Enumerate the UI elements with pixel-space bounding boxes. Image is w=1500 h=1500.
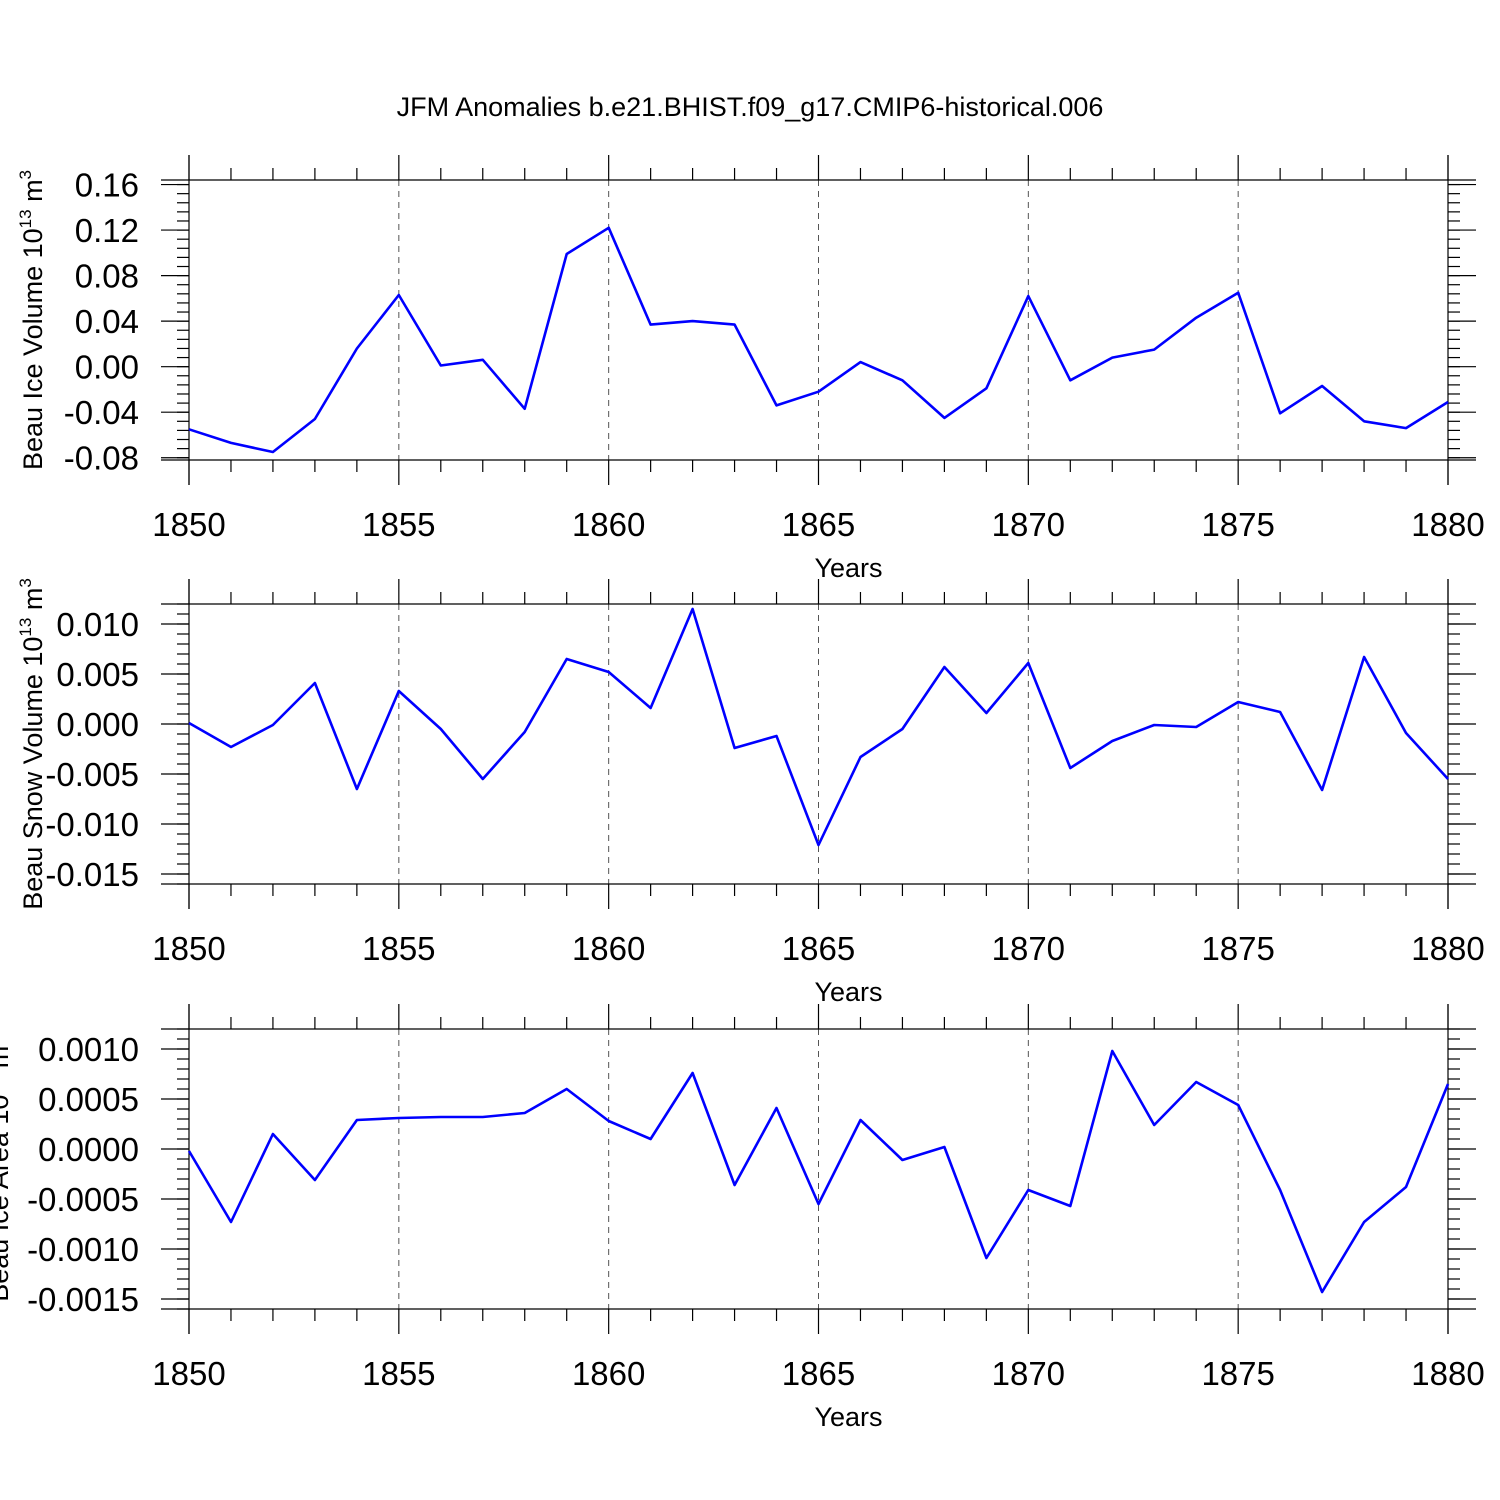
ytick-label: 0.04 [75, 303, 139, 340]
xtick-label: 1860 [572, 930, 645, 967]
xtick-label: 1870 [992, 1355, 1065, 1392]
y-axis-label-unit: m [18, 588, 48, 618]
ytick-label: -0.015 [45, 856, 139, 893]
x-axis-label: Years [814, 553, 882, 583]
chart-panels: -0.08 -0.04 0.00 0.04 0.08 0.12 0.16 1850 1855 18… [0, 155, 1485, 1432]
figure-title: JFM Anomalies b.e21.BHIST.f09_g17.CMIP6-… [397, 92, 1104, 122]
y-axis-label-main: Beau Snow Volume 10 [18, 637, 48, 910]
xtick-label: 1880 [1411, 930, 1484, 967]
chart-snow-volume: -0.015 -0.010 -0.005 0.000 0.005 0.010 1850 185… [16, 578, 1485, 1007]
xtick-label: 1850 [152, 1355, 225, 1392]
chart-ice-volume: -0.08 -0.04 0.00 0.04 0.08 0.12 0.16 1850 1855 18… [16, 155, 1485, 583]
xtick-label: 1875 [1201, 1355, 1274, 1392]
ytick-label: -0.005 [45, 756, 139, 793]
y-axis-label-exp: 13 [0, 1076, 1, 1095]
y-axis-label-unit: m [18, 179, 48, 209]
x-axis-label: Years [814, 1402, 882, 1432]
ytick-label: 0.0000 [38, 1131, 139, 1168]
xtick-label: 1850 [152, 506, 225, 543]
xtick-label: 1880 [1411, 1355, 1484, 1392]
xtick-label: 1865 [782, 1355, 855, 1392]
ytick-label: -0.0010 [27, 1231, 139, 1268]
ytick-label: -0.0005 [27, 1181, 139, 1218]
y-axis-label: Beau Ice Area 1013 m2 [0, 1036, 14, 1302]
y-axis-label-main: Beau Ice Area 10 [0, 1095, 14, 1302]
y-axis-label-unit-exp: 3 [16, 578, 35, 587]
xtick-label: 1855 [362, 1355, 435, 1392]
xtick-label: 1870 [992, 930, 1065, 967]
xtick-label: 1860 [572, 1355, 645, 1392]
chart-ice-area: -0.0015 -0.0010 -0.0005 0.0000 0.0005 0.0010 1… [0, 1004, 1485, 1432]
ytick-label: 0.000 [56, 706, 139, 743]
xtick-label: 1875 [1201, 930, 1274, 967]
xtick-label: 1860 [572, 506, 645, 543]
y-axis-label-unit: m [0, 1046, 14, 1076]
ytick-label: 0.08 [75, 258, 139, 295]
xtick-label: 1875 [1201, 506, 1274, 543]
xtick-label: 1850 [152, 930, 225, 967]
ytick-label: -0.0015 [27, 1281, 139, 1318]
y-axis-label: Beau Snow Volume 1013 m3 [16, 578, 48, 910]
x-axis-label: Years [814, 977, 882, 1007]
y-axis-label: Beau Ice Volume 1013 m3 [16, 170, 48, 470]
y-axis-label-exp: 13 [16, 618, 35, 637]
ytick-label: -0.04 [64, 394, 139, 431]
y-axis-label-unit-exp: 3 [16, 170, 35, 179]
xtick-label: 1865 [782, 506, 855, 543]
ytick-label: 0.12 [75, 212, 139, 249]
xtick-label: 1855 [362, 930, 435, 967]
xtick-label: 1880 [1411, 506, 1484, 543]
y-axis-label-unit-exp: 2 [0, 1036, 1, 1045]
ytick-label: 0.00 [75, 349, 139, 386]
ytick-label: 0.16 [75, 167, 139, 204]
y-axis-label-main: Beau Ice Volume 10 [18, 228, 48, 470]
ytick-label: 0.0005 [38, 1081, 139, 1118]
ytick-label: 0.0010 [38, 1031, 139, 1068]
ytick-label: 0.010 [56, 606, 139, 643]
ytick-label: -0.010 [45, 806, 139, 843]
y-axis-label-exp: 13 [16, 209, 35, 228]
xtick-label: 1870 [992, 506, 1065, 543]
ytick-label: -0.08 [64, 440, 139, 477]
xtick-label: 1855 [362, 506, 435, 543]
xtick-label: 1865 [782, 930, 855, 967]
ytick-label: 0.005 [56, 656, 139, 693]
